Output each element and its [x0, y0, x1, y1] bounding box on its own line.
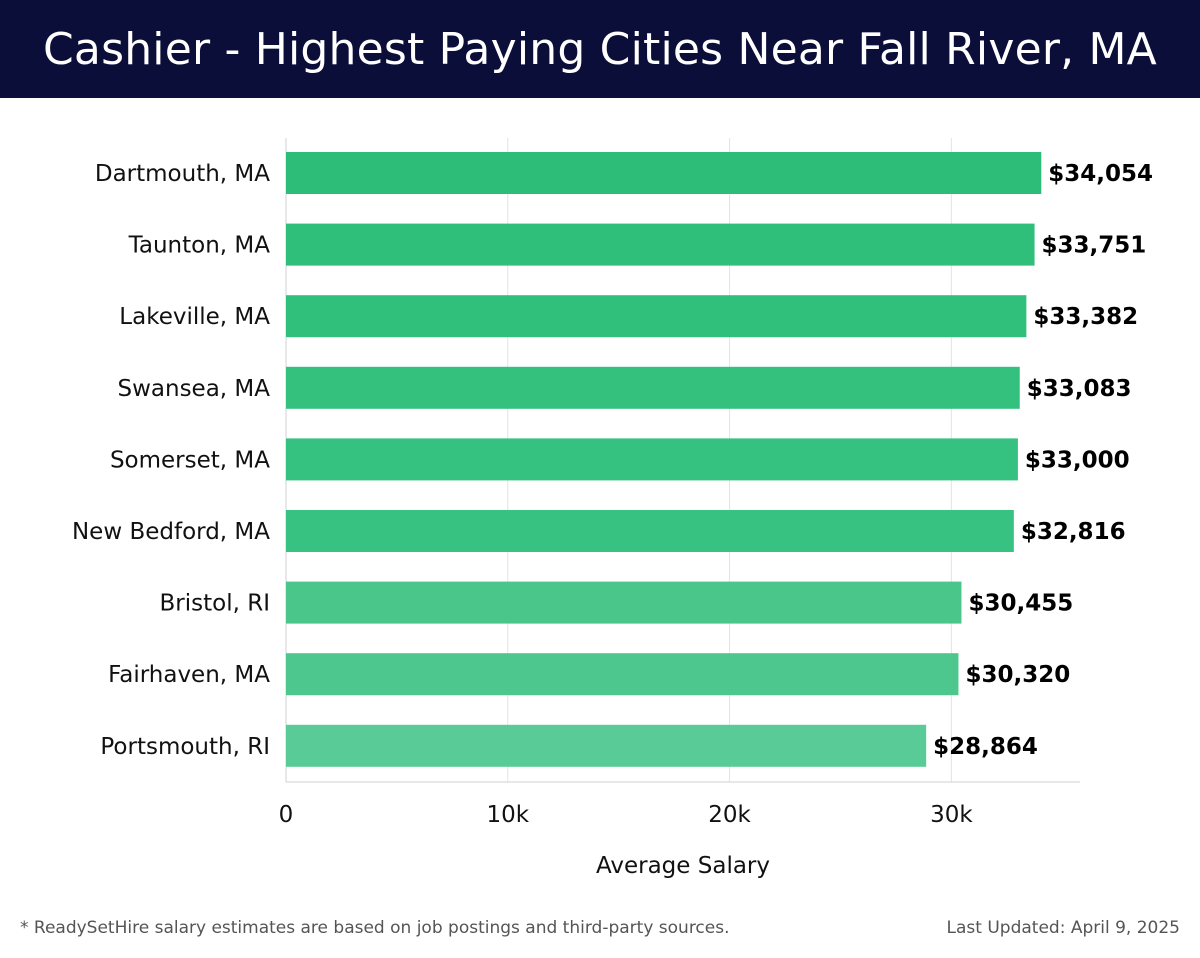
bar — [286, 295, 1027, 338]
value-label: $28,864 — [933, 734, 1038, 760]
bar — [286, 438, 1018, 481]
value-label: $32,816 — [1021, 519, 1126, 545]
bar — [286, 581, 962, 624]
value-label: $33,083 — [1027, 376, 1132, 402]
category-label: Taunton, MA — [128, 233, 271, 259]
value-label: $30,455 — [968, 591, 1073, 617]
bar — [286, 724, 927, 767]
category-label: Dartmouth, MA — [95, 161, 270, 187]
value-label: $33,751 — [1042, 233, 1147, 259]
category-label: Somerset, MA — [110, 447, 270, 473]
bar — [286, 653, 959, 696]
category-label: New Bedford, MA — [72, 519, 270, 545]
category-label: Fairhaven, MA — [108, 662, 270, 688]
x-tick-label: 30k — [930, 802, 973, 828]
bar — [286, 366, 1020, 409]
x-tick-label: 0 — [279, 802, 294, 828]
category-label: Bristol, RI — [160, 591, 270, 617]
bar-chart: Dartmouth, MA $34,054 Taunton, MA $33,751 La… — [72, 138, 1153, 879]
footer-note: * ReadySetHire salary estimates are base… — [20, 918, 730, 938]
value-label: $33,000 — [1025, 447, 1130, 473]
bar — [286, 510, 1014, 552]
title-bar: Cashier - Highest Paying Cities Near Fal… — [0, 0, 1200, 98]
category-label: Swansea, MA — [117, 376, 270, 402]
value-label: $30,320 — [965, 662, 1070, 688]
category-label: Lakeville, MA — [119, 304, 270, 330]
x-axis-title: Average Salary — [596, 853, 770, 879]
x-tick-label: 20k — [708, 802, 751, 828]
x-tick-label: 10k — [486, 802, 529, 828]
footer-updated: Last Updated: April 9, 2025 — [946, 918, 1180, 938]
value-label: $34,054 — [1048, 161, 1153, 187]
category-label: Portsmouth, RI — [100, 734, 270, 760]
chart-title: Cashier - Highest Paying Cities Near Fal… — [42, 23, 1157, 75]
bar — [286, 152, 1042, 194]
value-label: $33,382 — [1033, 304, 1138, 330]
bar — [286, 223, 1035, 266]
